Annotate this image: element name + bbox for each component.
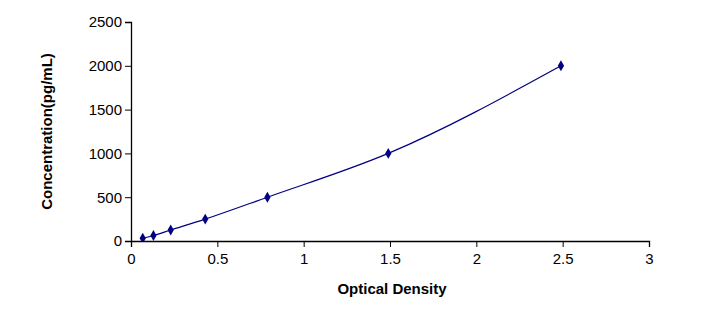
- y-tick: 500: [97, 189, 131, 206]
- x-tick-label: 1: [300, 250, 308, 267]
- point: [150, 230, 156, 241]
- y-tick-mark: [125, 110, 131, 111]
- curve: [143, 66, 561, 238]
- y-tick: 2000: [89, 57, 131, 74]
- y-tick-mark: [125, 241, 131, 242]
- x-tick: 1: [300, 241, 308, 267]
- y-tick-mark: [125, 22, 131, 23]
- y-tick: 2500: [89, 13, 131, 30]
- x-tick: 2: [473, 241, 481, 267]
- y-tick-label: 0: [114, 232, 122, 249]
- x-tick: 2.5: [553, 241, 574, 267]
- y-tick-mark: [125, 66, 131, 67]
- x-tick: 3: [645, 241, 653, 267]
- y-tick: 1500: [89, 101, 131, 118]
- x-axis: 0 0.5 1 1.5 2 2.5 3: [127, 241, 653, 267]
- x-tick-mark: [217, 241, 218, 247]
- x-tick-mark: [304, 241, 305, 247]
- plot-area: [140, 60, 564, 241]
- y-axis-title: Concentration(pg/mL): [38, 53, 55, 210]
- point: [140, 233, 146, 241]
- x-tick: 0.5: [207, 241, 228, 267]
- point: [558, 60, 564, 71]
- y-tick-mark: [125, 153, 131, 154]
- y-axis: 0 500 1000 1500 2000 2500: [89, 13, 132, 249]
- x-tick-mark: [563, 241, 564, 247]
- point: [385, 148, 391, 159]
- point: [264, 192, 270, 203]
- x-tick-label: 1.5: [380, 250, 401, 267]
- x-tick: 0: [127, 241, 135, 267]
- chart: 0 0.5 1 1.5 2 2.5 3 0 500 1000 1500 2000 2500 Optical…: [0, 0, 720, 316]
- x-tick-label: 0.5: [207, 250, 228, 267]
- x-tick-label: 3: [645, 250, 653, 267]
- x-tick-mark: [390, 241, 391, 247]
- y-tick: 1000: [89, 145, 131, 162]
- x-axis-title: Optical Density: [337, 280, 447, 297]
- x-tick-mark: [476, 241, 477, 247]
- y-tick-mark: [125, 197, 131, 198]
- x-tick-label: 2.5: [553, 250, 574, 267]
- y-tick: 0: [114, 232, 131, 249]
- y-tick-label: 500: [97, 189, 122, 206]
- y-tick-label: 1500: [89, 101, 122, 118]
- y-tick-label: 2500: [89, 13, 122, 30]
- point: [168, 225, 174, 236]
- x-tick-mark: [649, 241, 650, 247]
- x-axis-line: [132, 242, 650, 248]
- y-axis-line: [125, 23, 132, 242]
- y-tick-label: 1000: [89, 145, 122, 162]
- y-tick-label: 2000: [89, 57, 122, 74]
- x-tick: 1.5: [380, 241, 401, 267]
- x-tick-label: 2: [473, 250, 481, 267]
- x-tick-label: 0: [127, 250, 135, 267]
- point: [202, 214, 208, 225]
